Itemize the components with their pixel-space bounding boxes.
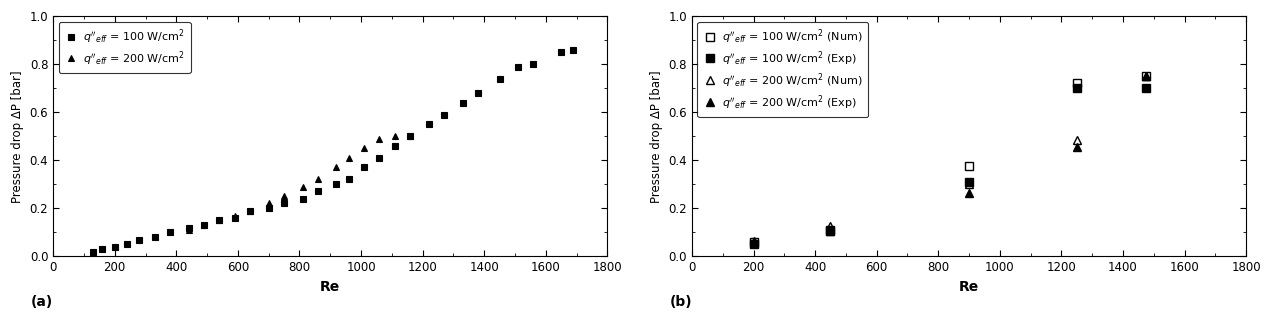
$q''_{eff}$ = 200 W/cm$^2$ (228, 213, 243, 217)
$q''_{eff}$ = 100 W/cm$^2$ (Num) (1138, 74, 1154, 78)
$q''_{eff}$ = 200 W/cm$^2$ (Num) (1138, 74, 1154, 78)
$q''_{eff}$ = 100 W/cm$^2$ (276, 202, 291, 205)
X-axis label: Re: Re (959, 280, 979, 294)
$q''_{eff}$ = 100 W/cm$^2$ (Exp) (1138, 86, 1154, 90)
$q''_{eff}$ = 100 W/cm$^2$ (181, 226, 196, 230)
$q''_{eff}$ = 100 W/cm$^2$ (196, 223, 211, 227)
$q''_{eff}$ = 100 W/cm$^2$ (Exp) (745, 242, 761, 246)
$q''_{eff}$ = 200 W/cm$^2$ (211, 218, 226, 222)
$q''_{eff}$ = 100 W/cm$^2$ (243, 209, 258, 213)
Line: $q''_{eff}$ = 200 W/cm$^2$ (Exp): $q''_{eff}$ = 200 W/cm$^2$ (Exp) (749, 72, 1150, 247)
$q''_{eff}$ = 100 W/cm$^2$ (211, 218, 226, 222)
$q''_{eff}$ = 100 W/cm$^2$ (95, 247, 111, 251)
$q''_{eff}$ = 200 W/cm$^2$ (403, 134, 418, 138)
$q''_{eff}$ = 200 W/cm$^2$ (Exp) (745, 241, 761, 245)
$q''_{eff}$ = 100 W/cm$^2$ (525, 62, 541, 66)
Line: $q''_{eff}$ = 200 W/cm$^2$ (Num): $q''_{eff}$ = 200 W/cm$^2$ (Num) (749, 72, 1150, 245)
Line: $q''_{eff}$ = 100 W/cm$^2$: $q''_{eff}$ = 100 W/cm$^2$ (90, 47, 576, 255)
$q''_{eff}$ = 200 W/cm$^2$ (196, 223, 211, 227)
$q''_{eff}$ = 100 W/cm$^2$ (387, 144, 402, 148)
Line: $q''_{eff}$ = 100 W/cm$^2$ (Num): $q''_{eff}$ = 100 W/cm$^2$ (Num) (749, 72, 1150, 247)
Legend: $q''_{eff}$ = 100 W/cm$^2$, $q''_{eff}$ = 200 W/cm$^2$: $q''_{eff}$ = 100 W/cm$^2$, $q''_{eff}$ … (59, 22, 191, 73)
$q''_{eff}$ = 100 W/cm$^2$ (510, 65, 525, 68)
Line: $q''_{eff}$ = 100 W/cm$^2$ (Exp): $q''_{eff}$ = 100 W/cm$^2$ (Exp) (749, 84, 1150, 248)
$q''_{eff}$ = 100 W/cm$^2$ (228, 216, 243, 220)
$q''_{eff}$ = 100 W/cm$^2$ (163, 230, 178, 234)
$q''_{eff}$ = 200 W/cm$^2$ (356, 146, 371, 150)
$q''_{eff}$ = 100 W/cm$^2$ (107, 245, 122, 249)
$q''_{eff}$ = 100 W/cm$^2$ (132, 238, 148, 241)
$q''_{eff}$ = 200 W/cm$^2$ (328, 166, 343, 169)
$q''_{eff}$ = 100 W/cm$^2$ (471, 91, 486, 95)
$q''_{eff}$ = 100 W/cm$^2$ (492, 77, 508, 81)
$q''_{eff}$ = 100 W/cm$^2$ (Exp) (1070, 86, 1085, 90)
$q''_{eff}$ = 100 W/cm$^2$ (310, 190, 326, 194)
$q''_{eff}$ = 100 W/cm$^2$ (341, 178, 356, 181)
$q''_{eff}$ = 100 W/cm$^2$ (148, 235, 163, 239)
$q''_{eff}$ = 100 W/cm$^2$ (403, 134, 418, 138)
$q''_{eff}$ = 200 W/cm$^2$ (243, 209, 258, 213)
$q''_{eff}$ = 100 W/cm$^2$ (436, 113, 452, 117)
$q''_{eff}$ = 200 W/cm$^2$ (Exp) (823, 229, 838, 233)
$q''_{eff}$ = 100 W/cm$^2$ (Num) (962, 164, 977, 168)
$q''_{eff}$ = 100 W/cm$^2$ (Exp) (823, 229, 838, 233)
Text: (b): (b) (669, 295, 692, 309)
$q''_{eff}$ = 200 W/cm$^2$ (Num) (745, 239, 761, 243)
$q''_{eff}$ = 200 W/cm$^2$ (Num) (1070, 138, 1085, 142)
$q''_{eff}$ = 100 W/cm$^2$ (Num) (823, 229, 838, 232)
$q''_{eff}$ = 200 W/cm$^2$ (Num) (823, 224, 838, 228)
$q''_{eff}$ = 200 W/cm$^2$ (Exp) (962, 191, 977, 195)
$q''_{eff}$ = 200 W/cm$^2$ (387, 134, 402, 138)
$q''_{eff}$ = 200 W/cm$^2$ (181, 228, 196, 232)
$q''_{eff}$ = 100 W/cm$^2$ (566, 48, 581, 52)
Text: (a): (a) (31, 295, 53, 309)
$q''_{eff}$ = 100 W/cm$^2$ (553, 50, 569, 54)
$q''_{eff}$ = 100 W/cm$^2$ (455, 101, 471, 105)
X-axis label: Re: Re (321, 280, 341, 294)
Line: $q''_{eff}$ = 200 W/cm$^2$: $q''_{eff}$ = 200 W/cm$^2$ (186, 133, 413, 233)
$q''_{eff}$ = 200 W/cm$^2$ (Exp) (1138, 74, 1154, 78)
$q''_{eff}$ = 200 W/cm$^2$ (Exp) (1070, 145, 1085, 149)
$q''_{eff}$ = 100 W/cm$^2$ (120, 242, 135, 246)
$q''_{eff}$ = 100 W/cm$^2$ (421, 122, 436, 126)
$q''_{eff}$ = 100 W/cm$^2$ (Exp) (962, 180, 977, 184)
$q''_{eff}$ = 200 W/cm$^2$ (341, 156, 356, 160)
$q''_{eff}$ = 100 W/cm$^2$ (Num) (745, 240, 761, 244)
$q''_{eff}$ = 200 W/cm$^2$ (295, 185, 310, 189)
$q''_{eff}$ = 100 W/cm$^2$ (328, 182, 343, 186)
$q''_{eff}$ = 100 W/cm$^2$ (261, 206, 276, 210)
$q''_{eff}$ = 100 W/cm$^2$ (356, 166, 371, 169)
$q''_{eff}$ = 200 W/cm$^2$ (Num) (962, 182, 977, 186)
Y-axis label: Pressure drop ΔP [bar]: Pressure drop ΔP [bar] (11, 70, 24, 203)
$q''_{eff}$ = 200 W/cm$^2$ (276, 194, 291, 198)
$q''_{eff}$ = 100 W/cm$^2$ (Num) (1070, 82, 1085, 85)
Y-axis label: Pressure drop ΔP [bar]: Pressure drop ΔP [bar] (650, 70, 663, 203)
$q''_{eff}$ = 100 W/cm$^2$ (295, 197, 310, 201)
$q''_{eff}$ = 200 W/cm$^2$ (371, 137, 387, 141)
$q''_{eff}$ = 200 W/cm$^2$ (310, 178, 326, 181)
$q''_{eff}$ = 200 W/cm$^2$ (261, 202, 276, 205)
$q''_{eff}$ = 100 W/cm$^2$ (85, 250, 100, 254)
Legend: $q''_{eff}$ = 100 W/cm$^2$ (Num), $q''_{eff}$ = 100 W/cm$^2$ (Exp), $q''_{eff}$ : $q''_{eff}$ = 100 W/cm$^2$ (Num), $q''_{… (697, 22, 868, 117)
$q''_{eff}$ = 100 W/cm$^2$ (371, 156, 387, 160)
